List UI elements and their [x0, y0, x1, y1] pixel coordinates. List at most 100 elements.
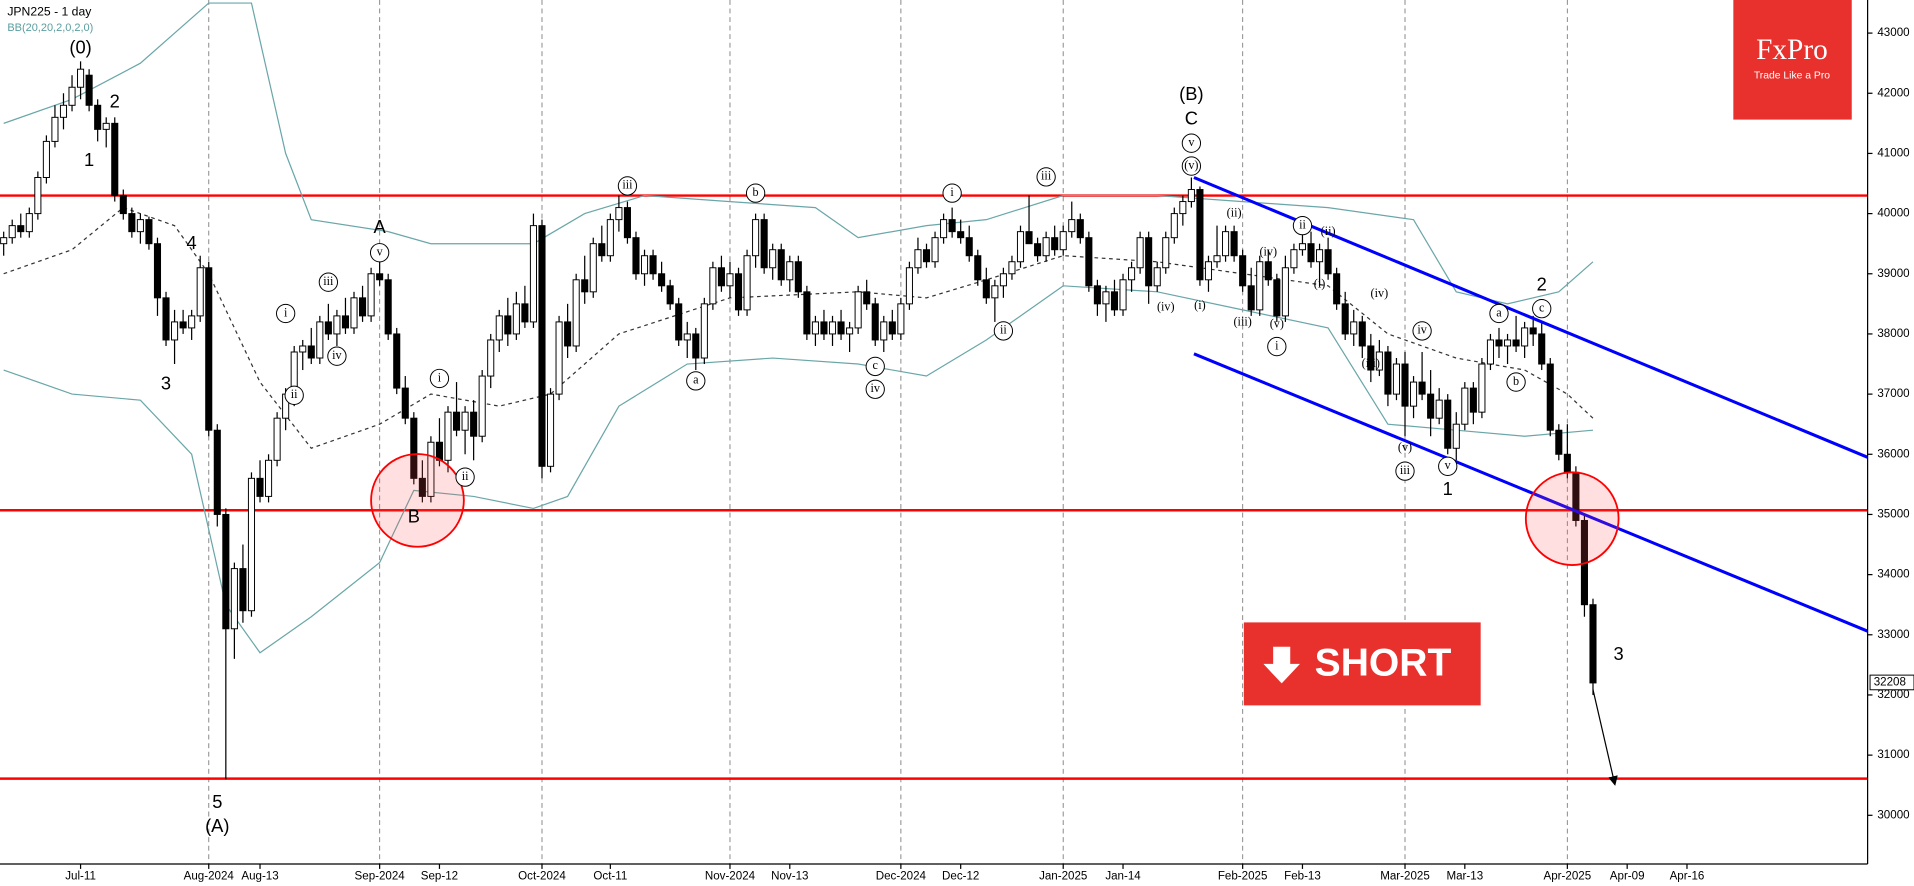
candle-body — [1341, 303, 1349, 335]
x-tick-label: Oct-11 — [593, 870, 627, 882]
candle-body — [666, 285, 674, 305]
wave-label: (i) — [1194, 298, 1206, 312]
x-tick-label: Aug-2024 — [184, 870, 235, 882]
last-price-label: 32208 — [1874, 677, 1906, 689]
wave-label: i — [1275, 338, 1279, 352]
candle-body — [1358, 321, 1366, 347]
wave-label: (B) — [1179, 83, 1203, 104]
candle-body — [914, 249, 922, 269]
candle-body — [410, 417, 418, 479]
candle-body — [1350, 321, 1358, 335]
candle-body — [25, 213, 33, 233]
wave-label: iii — [323, 274, 334, 288]
highlight-circle — [1524, 471, 1620, 566]
signal-badge: SHORT — [1243, 622, 1481, 706]
candle-body — [555, 321, 563, 395]
wave-label: (0) — [69, 37, 91, 58]
candle-body — [1264, 261, 1272, 281]
wave-label: b — [1513, 374, 1519, 388]
candle-body — [1316, 249, 1324, 263]
y-tick-label: 38000 — [1877, 328, 1909, 340]
wave-label: ii — [1299, 217, 1306, 231]
candle-body — [119, 195, 127, 215]
candle-body — [974, 255, 982, 281]
candle-body — [1093, 285, 1101, 305]
candle-body — [162, 297, 170, 341]
label-circle — [1036, 167, 1056, 187]
candle-body — [359, 297, 367, 317]
wave-label: ii — [1000, 323, 1007, 337]
wave-label: (iv) — [1259, 245, 1277, 259]
label-circle — [1506, 372, 1526, 392]
wave-label: (v) — [1270, 317, 1284, 331]
candle-body — [265, 459, 273, 497]
candle-body — [8, 225, 16, 239]
candle-body — [820, 321, 828, 335]
x-tick-label: Apr-16 — [1670, 870, 1705, 882]
label-circle — [1489, 303, 1509, 324]
candle-body — [1145, 237, 1153, 287]
x-tick-label: Jul-11 — [65, 870, 96, 882]
candle-body — [1333, 273, 1341, 305]
wave-label: (v) — [1398, 440, 1412, 454]
channel-line — [1193, 352, 1868, 633]
label-circle — [1267, 336, 1287, 357]
candle-body — [623, 207, 631, 239]
candle-body — [1256, 261, 1264, 311]
label-circle — [617, 176, 638, 196]
candle-body — [922, 249, 931, 263]
candle-body — [1529, 327, 1537, 335]
candle-body — [581, 279, 589, 293]
candle-body — [777, 249, 785, 281]
candle-body — [803, 291, 811, 335]
candle-body — [384, 279, 392, 335]
wave-label: i — [950, 185, 954, 199]
candle-body — [538, 225, 546, 467]
y-tick-label: 40000 — [1877, 208, 1909, 220]
candle-body — [324, 321, 332, 335]
label-circle — [686, 371, 706, 391]
candle-body — [188, 315, 196, 329]
candle-body — [1042, 237, 1050, 257]
highlight-circle — [370, 453, 465, 548]
wave-label: (iii) — [1234, 314, 1252, 328]
candle-body — [77, 68, 85, 88]
candle-body — [529, 225, 537, 323]
wave-label: (ii) — [1321, 224, 1336, 238]
y-tick-label: 37000 — [1877, 388, 1909, 400]
candle-body — [1110, 291, 1119, 311]
candle-body — [606, 219, 614, 257]
candle-body — [1452, 423, 1460, 449]
candle-body — [854, 291, 862, 329]
candle-body — [461, 411, 469, 431]
candle-body — [649, 255, 657, 275]
candle-body — [1196, 189, 1204, 281]
candle-body — [418, 477, 426, 497]
candle-body — [34, 177, 42, 215]
label-circle — [865, 356, 885, 377]
chart-title: JPN225 - 1 day — [7, 4, 92, 18]
label-circle — [1412, 321, 1432, 341]
last-price-box — [1869, 674, 1914, 691]
candle-body — [1059, 231, 1067, 251]
logo: FxPro Trade Like a Pro — [1733, 0, 1852, 120]
candle-body — [521, 303, 529, 323]
candle-body — [931, 237, 939, 263]
y-tick-label: 31000 — [1877, 749, 1909, 761]
logo-tagline: Trade Like a Pro — [1754, 70, 1830, 81]
candle-body — [1281, 267, 1289, 317]
wave-label: i — [438, 370, 442, 384]
y-tick-label: 43000 — [1877, 27, 1909, 39]
candle-body — [1521, 327, 1529, 347]
candle-body — [213, 429, 221, 515]
down-arrow-icon — [1263, 646, 1301, 684]
wave-label: (i) — [1314, 276, 1326, 290]
candle-body — [205, 267, 213, 431]
candle-body — [726, 273, 734, 287]
candle-body — [1051, 237, 1059, 251]
candle-body — [196, 267, 204, 317]
y-tick-label: 39000 — [1877, 268, 1909, 280]
label-circle — [455, 467, 475, 487]
candle-body — [1384, 351, 1392, 395]
wave-label: 1 — [1443, 478, 1453, 499]
